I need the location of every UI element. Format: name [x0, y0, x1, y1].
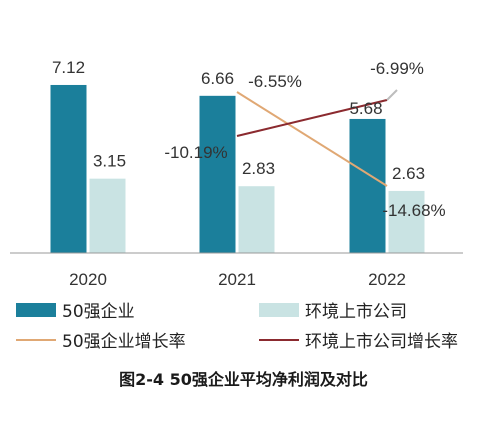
data-label-top50-2022: 5.68 — [349, 99, 382, 118]
data-label-group: 7.12 6.66 3.15 2.83 2.63 -6.55% -14.68% -10.19%… — [52, 58, 446, 220]
x-tick-label-group: 2020 2021 2022 — [69, 270, 406, 289]
bar-top50-2021 — [199, 95, 236, 253]
bar-group — [50, 84, 425, 254]
chart: 7.12 6.66 3.15 2.83 2.63 -6.55% -14.68% -10.19%… — [10, 58, 463, 289]
bar-env-listed-2021 — [238, 186, 275, 253]
line-top50-growth — [236, 91, 388, 187]
data-label-env-listed-2021: 2.83 — [242, 159, 275, 178]
x-tick-label-2021: 2021 — [218, 270, 256, 289]
data-label-top50-growth-2021: -6.55% — [248, 72, 302, 91]
bar-top50-2020 — [50, 84, 87, 253]
bar-env-listed-2022 — [388, 190, 425, 253]
data-label-top50-2021: 6.66 — [201, 69, 234, 88]
bar-top50-2022 — [349, 118, 386, 254]
line-env-growth — [236, 99, 388, 137]
data-label-env-listed-2020: 3.15 — [93, 152, 126, 171]
x-tick-label-2020: 2020 — [69, 270, 107, 289]
data-label-env-growth-2021: -10.19% — [164, 143, 227, 162]
data-label-env-growth-2022: -6.99% — [370, 59, 424, 78]
x-tick-label-2022: 2022 — [368, 270, 406, 289]
line-group — [236, 89, 398, 187]
figure-caption: 图2-4 50强企业平均净利润及对比 — [119, 370, 368, 389]
bar-env-listed-2020 — [89, 178, 126, 253]
data-label-top50-growth-2022: -14.68% — [382, 201, 445, 220]
data-label-env-listed-2022: 2.63 — [392, 164, 425, 183]
line-env-growth-tail — [386, 89, 398, 101]
data-label-top50-2020: 7.12 — [52, 58, 85, 77]
